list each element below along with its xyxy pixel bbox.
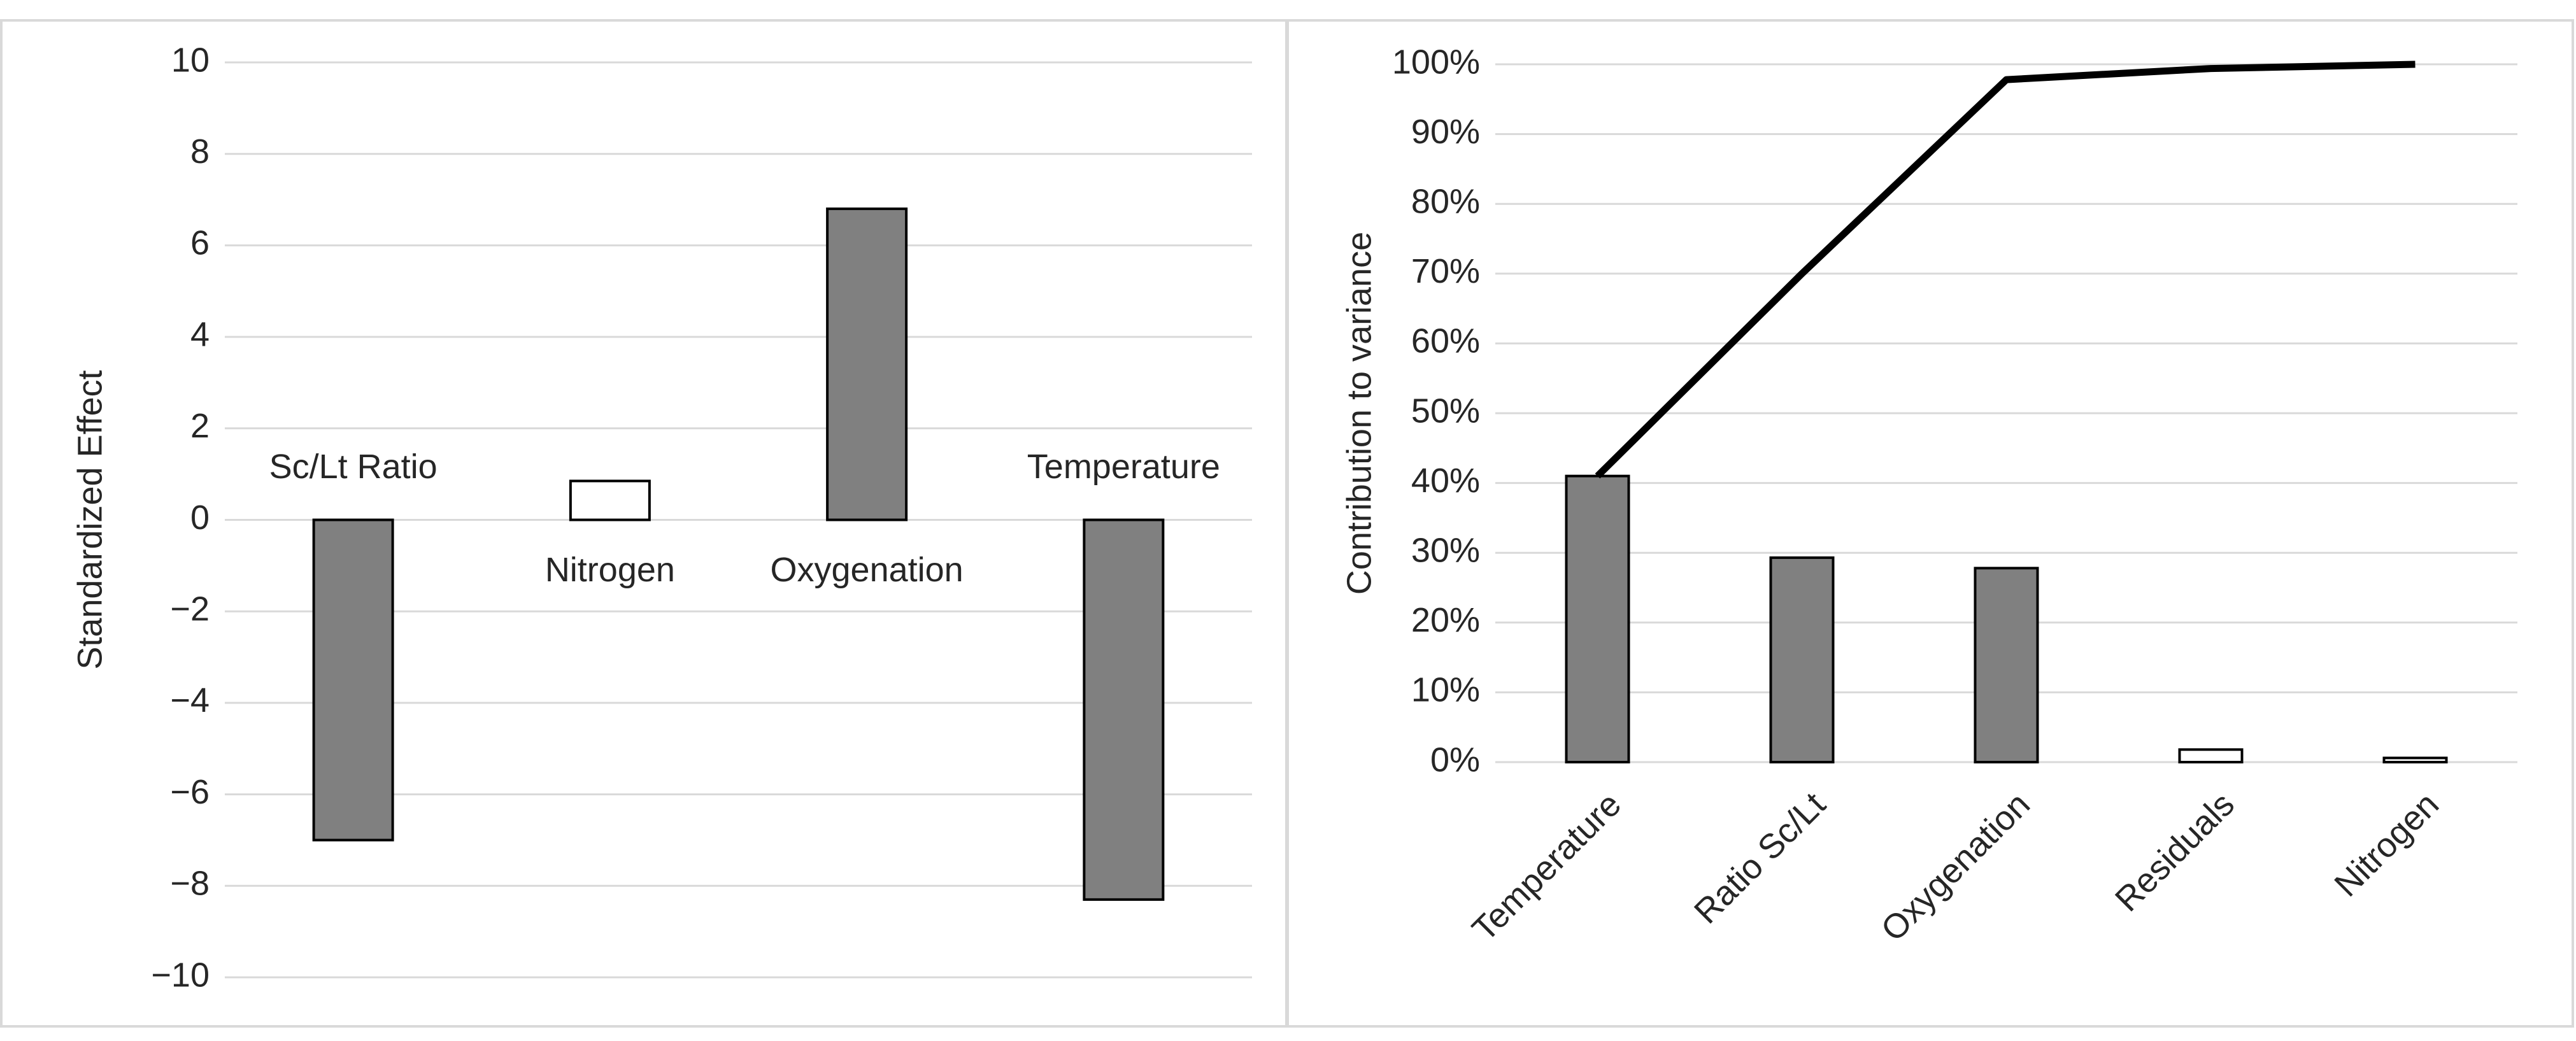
y-tick-label: 0% (1430, 740, 1480, 779)
y-tick-label: 90% (1411, 113, 1480, 151)
y-axis-label: Standardized Effect (71, 370, 109, 669)
y-tick-label: 10 (171, 41, 210, 79)
category-label: Temperature (1027, 448, 1220, 486)
y-tick-label: 80% (1411, 182, 1480, 220)
y-tick-label: 100% (1392, 43, 1480, 81)
y-tick-label: 8 (190, 132, 210, 171)
y-tick-label: 2 (190, 407, 210, 445)
y-axis-label: Contribution to variance (1340, 232, 1378, 595)
y-tick-label: 4 (190, 315, 210, 353)
y-tick-label: −6 (170, 773, 210, 811)
category-label: Sc/Lt Ratio (269, 448, 438, 486)
y-tick-label: 60% (1411, 322, 1480, 360)
y-tick-label: −2 (170, 590, 210, 628)
bar (1974, 567, 2039, 763)
y-tick-label: 30% (1411, 531, 1480, 569)
y-tick-label: 20% (1411, 601, 1480, 639)
bar (2178, 748, 2244, 763)
category-label: Nitrogen (545, 551, 675, 589)
y-tick-label: −4 (170, 681, 210, 719)
bar (569, 479, 651, 521)
y-tick-label: 6 (190, 224, 210, 262)
category-label: Oxygenation (771, 551, 964, 589)
y-tick-label: 50% (1411, 392, 1480, 430)
cumulative-line (1595, 60, 2416, 479)
y-tick-label: 40% (1411, 462, 1480, 500)
bar (1769, 556, 1835, 763)
bar (826, 207, 908, 521)
panel-right (1286, 19, 2574, 1028)
y-tick-label: 0 (190, 499, 210, 537)
y-tick-label: −8 (170, 865, 210, 903)
y-tick-label: 70% (1411, 252, 1480, 290)
bar (2382, 756, 2448, 763)
y-tick-label: 10% (1411, 671, 1480, 709)
bar (1565, 474, 1630, 763)
bar (1083, 518, 1165, 901)
bar (312, 518, 394, 842)
y-tick-label: −10 (151, 956, 210, 994)
panel-left (0, 19, 1288, 1028)
